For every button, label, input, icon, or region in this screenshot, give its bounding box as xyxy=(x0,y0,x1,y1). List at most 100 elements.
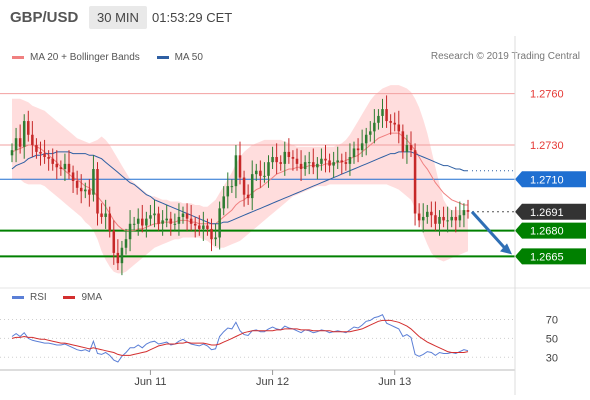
candle-body xyxy=(136,218,140,224)
rsi-legend: RSI 9MA xyxy=(12,291,116,303)
candle-body xyxy=(31,134,34,146)
candle-body xyxy=(332,162,335,166)
candle-body xyxy=(104,213,107,217)
candle-body xyxy=(364,134,368,144)
rsi-ma-line xyxy=(11,319,469,356)
candle-body xyxy=(389,121,392,123)
legend-item-bollinger: MA 20 + Bollinger Bands xyxy=(12,52,140,63)
candle-body xyxy=(320,158,323,164)
candle-body xyxy=(352,148,356,158)
candle-body xyxy=(454,216,458,221)
candle-body xyxy=(328,160,331,166)
candle-body xyxy=(218,208,221,238)
candle-body xyxy=(426,211,429,217)
candle-body xyxy=(356,148,360,151)
candle-body xyxy=(100,213,103,217)
candle-body xyxy=(18,138,22,147)
candle-body xyxy=(348,157,352,164)
candle-body xyxy=(442,216,445,221)
candle-body xyxy=(185,213,189,219)
instrument-title: GBP/USD xyxy=(10,9,79,26)
candle-body xyxy=(267,162,270,176)
candle-body xyxy=(413,150,417,214)
rsi-tick-50: 50 xyxy=(546,333,558,345)
legend-item-ma50: MA 50 xyxy=(156,52,203,63)
candle-body xyxy=(39,151,42,154)
price-tag-1.2680: 1.2680 xyxy=(515,222,586,239)
candle-body xyxy=(397,124,401,132)
candle-body xyxy=(259,170,262,176)
candle-body xyxy=(401,131,405,152)
ma50-line xyxy=(11,151,468,225)
candle-body xyxy=(434,215,437,224)
candle-body xyxy=(202,225,205,229)
x-tick-label-Jun-11: Jun 11 xyxy=(134,376,166,388)
price-tag-box xyxy=(515,171,586,188)
candle-body xyxy=(149,215,152,219)
candle-body xyxy=(141,218,144,226)
candle-body xyxy=(466,210,470,212)
candle-body xyxy=(316,163,319,168)
candle-body xyxy=(287,151,291,158)
candle-body xyxy=(120,247,124,264)
rsi-tick-30: 30 xyxy=(546,352,558,364)
candle-body xyxy=(275,157,278,163)
candle-body xyxy=(14,138,18,151)
candle-body xyxy=(409,145,413,151)
candle-body xyxy=(312,162,315,168)
candle-body xyxy=(381,109,384,116)
candle-body xyxy=(181,213,185,217)
candle-body xyxy=(462,210,466,216)
candle-body xyxy=(173,223,177,225)
price-tag-text: 1.2710 xyxy=(530,174,564,186)
candle-body xyxy=(340,160,344,163)
candle-body xyxy=(307,162,311,164)
price-tag-1.2691: 1.2691 xyxy=(515,203,586,220)
candle-body xyxy=(405,145,409,152)
candle-body xyxy=(393,122,396,125)
candle-body xyxy=(165,218,168,221)
candle-body xyxy=(299,163,303,170)
candle-body xyxy=(214,237,217,240)
candle-body xyxy=(116,252,120,264)
legend-item-9ma: 9MA xyxy=(63,292,102,303)
price-tag-text: 1.2691 xyxy=(530,207,564,219)
candle-body xyxy=(198,225,201,229)
rsi-tick-70: 70 xyxy=(546,314,558,326)
legend-label-9ma: 9MA xyxy=(81,292,103,303)
candle-body xyxy=(234,155,238,187)
candle-body xyxy=(377,115,380,123)
candle-body xyxy=(169,218,173,224)
candle-body xyxy=(206,225,209,229)
timeframe-button[interactable]: 30 MIN xyxy=(89,6,147,29)
candle-body xyxy=(27,121,30,135)
candle-body xyxy=(291,157,295,159)
candle-body xyxy=(303,162,307,170)
candle-body xyxy=(108,213,111,231)
bollinger-swatch xyxy=(12,56,24,59)
candle-body xyxy=(55,163,59,168)
candle-body xyxy=(271,157,274,163)
copyright-label: Research © 2019 Trading Central xyxy=(430,51,580,62)
candle-body xyxy=(124,239,128,248)
candle-body xyxy=(226,186,230,197)
candle-body xyxy=(446,220,449,222)
candle-body xyxy=(10,150,14,156)
candle-body xyxy=(96,169,99,214)
candle-body xyxy=(417,213,421,221)
candle-body xyxy=(51,158,54,164)
candle-body xyxy=(63,163,67,170)
candle-body xyxy=(43,153,46,158)
rsi-ma-swatch xyxy=(63,296,76,299)
candle-body xyxy=(360,143,364,151)
price-tag-text: 1.2760 xyxy=(530,89,564,101)
candle-body xyxy=(145,218,148,226)
forecast-arrow-head xyxy=(500,243,512,255)
rsi-swatch xyxy=(12,296,24,299)
x-tick-label-Jun-13: Jun 13 xyxy=(378,376,411,388)
price-tag-box xyxy=(515,203,586,220)
candle-body xyxy=(22,121,26,147)
candle-body xyxy=(157,213,160,224)
candle-body xyxy=(438,216,441,224)
candle-body xyxy=(238,155,242,178)
